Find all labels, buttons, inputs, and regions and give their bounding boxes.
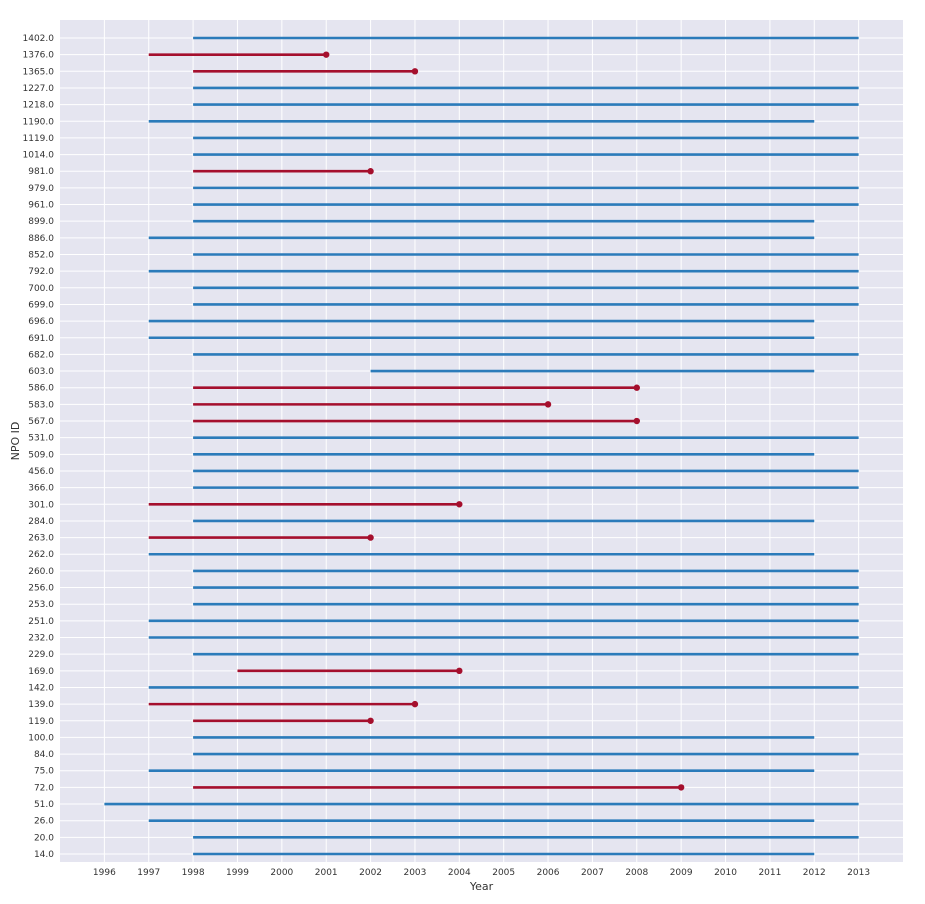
y-tick-label: 603.0 bbox=[28, 367, 54, 377]
y-tick-label: 852.0 bbox=[28, 250, 54, 260]
x-tick-label: 2006 bbox=[537, 868, 560, 878]
y-tick-label: 567.0 bbox=[28, 417, 54, 427]
x-tick-label: 2008 bbox=[625, 868, 648, 878]
y-tick-label: 14.0 bbox=[34, 850, 54, 860]
end-marker-169.0 bbox=[456, 667, 463, 675]
y-tick-label: 1365.0 bbox=[23, 67, 55, 77]
y-tick-label: 583.0 bbox=[28, 400, 54, 410]
y-tick-label: 20.0 bbox=[34, 833, 54, 843]
y-tick-label: 981.0 bbox=[28, 167, 54, 177]
y-tick-label: 253.0 bbox=[28, 600, 54, 610]
y-tick-label: 682.0 bbox=[28, 350, 54, 360]
y-tick-label: 51.0 bbox=[34, 800, 54, 810]
y-tick-label: 119.0 bbox=[28, 717, 54, 727]
end-marker-72.0 bbox=[677, 784, 685, 791]
y-tick-label: 142.0 bbox=[28, 683, 54, 693]
x-tick-label: 1998 bbox=[182, 868, 205, 878]
y-tick-label: 260.0 bbox=[28, 567, 54, 577]
y-tick-label: 84.0 bbox=[34, 750, 54, 760]
x-tick-label: 2000 bbox=[270, 868, 293, 878]
x-tick-label: 1996 bbox=[93, 868, 116, 878]
y-tick-label: 169.0 bbox=[28, 667, 54, 677]
y-tick-label: 263.0 bbox=[28, 534, 54, 544]
bars-layer bbox=[104, 36, 859, 856]
y-tick-label: 456.0 bbox=[28, 467, 54, 477]
y-tick-label: 262.0 bbox=[28, 550, 54, 560]
end-marker-981.0 bbox=[367, 168, 374, 175]
x-tick-label: 2002 bbox=[359, 868, 382, 878]
end-marker-1365.0 bbox=[411, 68, 419, 75]
y-tick-label: 26.0 bbox=[34, 817, 54, 827]
y-tick-label: 366.0 bbox=[28, 484, 54, 494]
y-tick-label: 1014.0 bbox=[23, 151, 55, 161]
end-marker-139.0 bbox=[411, 700, 419, 708]
y-tick-label: 1190.0 bbox=[23, 117, 55, 127]
end-marker-567.0 bbox=[633, 417, 640, 425]
x-tick-label: 1997 bbox=[137, 868, 160, 878]
y-tick-label: 1402.0 bbox=[23, 34, 55, 44]
x-tick-label: 2001 bbox=[315, 868, 338, 878]
y-tick-label: 696.0 bbox=[28, 317, 54, 327]
y-tick-label: 961.0 bbox=[28, 201, 54, 211]
end-marker-301.0 bbox=[456, 501, 463, 508]
y-tick-label: 301.0 bbox=[28, 500, 54, 510]
x-axis-label: Year bbox=[469, 880, 494, 893]
y-tick-label: 100.0 bbox=[28, 733, 54, 743]
y-tick-label: 1227.0 bbox=[23, 84, 55, 94]
x-tick-label: 2005 bbox=[492, 868, 515, 878]
y-tick-label: 139.0 bbox=[28, 700, 54, 710]
y-tick-label: 531.0 bbox=[28, 434, 54, 444]
y-tick-label: 792.0 bbox=[28, 267, 54, 277]
y-axis-label: NPO ID bbox=[9, 422, 22, 461]
y-tick-label: 691.0 bbox=[28, 334, 54, 344]
x-tick-label: 2011 bbox=[758, 868, 781, 878]
y-tick-label: 256.0 bbox=[28, 584, 54, 594]
y-tick-label: 75.0 bbox=[34, 767, 54, 777]
end-marker-263.0 bbox=[367, 534, 374, 541]
y-tick-label: 586.0 bbox=[28, 384, 54, 394]
x-tick-label: 2012 bbox=[803, 868, 826, 878]
x-tick-label: 2010 bbox=[714, 868, 737, 878]
x-tick-label: 2007 bbox=[581, 868, 604, 878]
y-tick-label: 284.0 bbox=[28, 517, 54, 527]
y-tick-labels: 1402.0 1376.0 1365.0 1227.0 1218.0 1190.0 1119… bbox=[23, 34, 55, 860]
x-tick-label: 2004 bbox=[448, 868, 471, 878]
end-marker-1376.0 bbox=[323, 51, 330, 58]
end-marker-586.0 bbox=[633, 384, 640, 391]
plot-area bbox=[60, 20, 903, 862]
y-tick-label: 700.0 bbox=[28, 284, 54, 294]
x-tick-label: 2009 bbox=[670, 868, 693, 878]
y-tick-label: 229.0 bbox=[28, 650, 54, 660]
y-tick-label: 899.0 bbox=[28, 217, 54, 227]
y-tick-label: 232.0 bbox=[28, 634, 54, 644]
y-tick-label: 72.0 bbox=[34, 783, 54, 793]
y-tick-label: 699.0 bbox=[28, 300, 54, 310]
x-tick-label: 2003 bbox=[403, 868, 426, 878]
x-tick-label: 1999 bbox=[226, 868, 249, 878]
x-tick-label: 2013 bbox=[847, 868, 870, 878]
y-tick-label: 886.0 bbox=[28, 234, 54, 244]
x-tick-labels: 1996 1997 1998 1999 2000 2001 2002 2003 2004 2005… bbox=[93, 868, 870, 878]
y-tick-label: 1376.0 bbox=[23, 51, 55, 61]
y-tick-label: 979.0 bbox=[28, 184, 54, 194]
y-tick-label: 509.0 bbox=[28, 450, 54, 460]
end-marker-583.0 bbox=[544, 401, 552, 408]
y-tick-label: 1218.0 bbox=[23, 101, 55, 111]
y-tick-label: 251.0 bbox=[28, 617, 54, 627]
y-tick-label: 1119.0 bbox=[23, 134, 55, 144]
end-marker-119.0 bbox=[367, 717, 374, 724]
